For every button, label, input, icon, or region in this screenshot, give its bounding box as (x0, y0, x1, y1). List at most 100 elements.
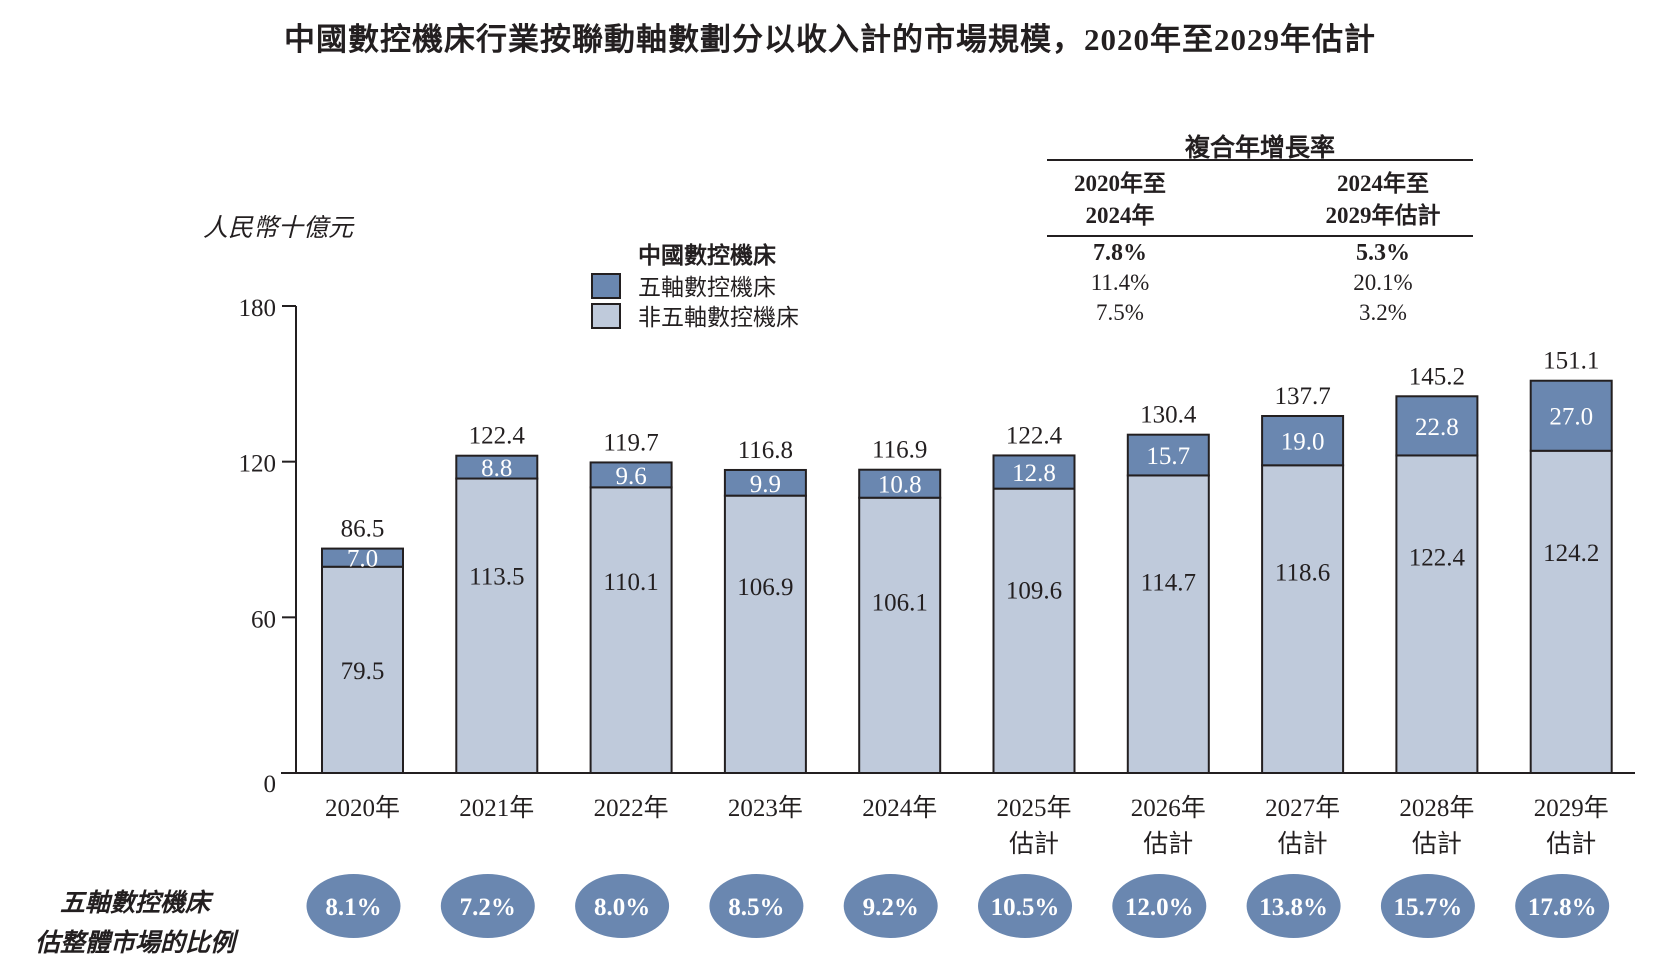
share-ellipse (575, 874, 670, 938)
bar-label-non-five-axis: 122.4 (1409, 544, 1466, 571)
bar-label-non-five-axis: 114.7 (1141, 569, 1196, 596)
bar-five-axis (1529, 379, 1613, 452)
bar-total-label: 122.4 (1006, 422, 1063, 449)
share-label: 15.7% (1394, 894, 1463, 921)
bar-non-five-axis (1126, 474, 1210, 774)
x-tick-label: 2026年 (1131, 794, 1206, 822)
share-ellipse (843, 874, 938, 938)
bar-non-five-axis (858, 496, 942, 774)
bar-label-five-axis: 12.8 (1012, 460, 1056, 487)
x-tick-label: 2027年 (1265, 794, 1340, 822)
bar-label-five-axis: 27.0 (1549, 404, 1593, 431)
x-tick-label: 2023年 (728, 794, 803, 822)
bar-five-axis (858, 468, 942, 499)
bar-label-five-axis: 7.0 (347, 546, 378, 573)
bar-label-non-five-axis: 109.6 (1006, 578, 1062, 605)
bar-label-five-axis: 10.8 (878, 472, 922, 499)
x-tick-label: 2024年 (862, 794, 937, 822)
bar-non-five-axis (723, 494, 807, 774)
share-label: 13.8% (1259, 894, 1328, 921)
bar-label-five-axis: 9.6 (615, 463, 646, 490)
share-label: 9.2% (863, 894, 919, 921)
cagr-total-2: 5.3% (1356, 240, 1410, 266)
legend-swatch-five-axis (591, 273, 621, 299)
y-tick-label: 60 (251, 606, 276, 633)
bar-five-axis (1395, 395, 1479, 457)
bar-label-non-five-axis: 106.9 (737, 574, 793, 601)
bar-non-five-axis (455, 477, 539, 774)
legend-label-five-axis: 五軸數控機床 (638, 275, 776, 300)
cagr-five-axis-1: 11.4% (1090, 270, 1150, 295)
cagr-five-axis-2: 20.1% (1353, 270, 1413, 295)
x-tick-label: 2028年 (1399, 794, 1474, 822)
x-tick-label: 估計 (1546, 830, 1596, 858)
bar-label-five-axis: 22.8 (1415, 414, 1459, 441)
bar-total-label: 86.5 (341, 516, 385, 543)
share-label: 8.1% (325, 894, 381, 921)
bar-five-axis (723, 468, 807, 497)
y-tick-label: 0 (264, 771, 277, 798)
share-ellipse (1112, 874, 1207, 938)
bar-five-axis (1261, 415, 1345, 467)
x-tick-label: 估計 (1278, 830, 1328, 858)
bar-total-label: 130.4 (1140, 402, 1197, 429)
bar-total-label: 145.2 (1409, 363, 1465, 390)
x-tick-label: 2025年 (996, 794, 1071, 822)
bar-total-label: 151.1 (1543, 348, 1599, 375)
bar-label-non-five-axis: 110.1 (603, 569, 658, 596)
share-label: 10.5% (991, 894, 1060, 921)
bar-non-five-axis (1395, 454, 1479, 774)
bar-total-label: 122.4 (469, 423, 526, 450)
bar-label-five-axis: 9.9 (750, 471, 781, 498)
share-ellipse (978, 874, 1072, 938)
x-tick-label: 2029年 (1534, 794, 1609, 822)
bar-label-five-axis: 19.0 (1281, 429, 1325, 456)
cagr-col-2-line-2: 2029年估計 (1325, 203, 1441, 228)
share-label: 17.8% (1528, 894, 1597, 921)
x-tick-label: 估計 (1009, 830, 1059, 858)
bar-label-five-axis: 8.8 (481, 455, 512, 482)
y-axis-label: 人民幣十億元 (203, 215, 354, 242)
share-row-label-line-2: 估整體市場的比例 (34, 930, 235, 957)
cagr-col-1: 2020年至 2024年 (970, 168, 1270, 232)
share-ellipse (1380, 874, 1475, 938)
share-ellipse (1515, 874, 1610, 938)
x-tick-label: 估計 (1143, 830, 1193, 858)
cagr-col-1-line-2: 2024年 (1085, 203, 1155, 228)
share-row-label-line-1: 五軸數控機床 (59, 890, 210, 917)
bar-label-non-five-axis: 113.5 (469, 563, 524, 590)
bar-five-axis (1126, 433, 1210, 477)
bar-five-axis (455, 454, 539, 480)
cagr-col-2-line-1: 2024年至 (1337, 171, 1429, 196)
y-tick-label: 120 (239, 451, 277, 478)
bar-total-label: 137.7 (1274, 383, 1330, 410)
share-ellipse (1246, 874, 1341, 938)
legend-label-non-five-axis: 非五軸數控機床 (638, 305, 799, 330)
cagr-col-1-line-1: 2020年至 (1074, 171, 1166, 196)
cagr-divider-bottom (1047, 235, 1473, 237)
share-label: 7.2% (460, 894, 516, 921)
bar-non-five-axis (992, 487, 1076, 774)
bar-label-non-five-axis: 79.5 (341, 658, 385, 685)
share-ellipse (709, 874, 804, 938)
bar-label-non-five-axis: 124.2 (1543, 540, 1599, 567)
bar-total-label: 119.7 (603, 429, 658, 456)
bar-total-label: 116.9 (872, 437, 927, 464)
bar-label-non-five-axis: 106.1 (872, 589, 928, 616)
share-ellipse (440, 874, 535, 938)
y-tick-label: 180 (239, 295, 277, 322)
bar-five-axis (992, 454, 1076, 490)
cagr-divider-top (1047, 159, 1473, 161)
legend-title: 中國數控機床 (638, 243, 776, 268)
x-tick-label: 2022年 (594, 794, 669, 822)
x-tick-label: 2020年 (325, 794, 400, 822)
cagr-total-1: 7.8% (1093, 240, 1147, 266)
share-label: 8.0% (594, 894, 650, 921)
bar-total-label: 116.8 (738, 437, 793, 464)
share-row-label: 五軸數控機床 估整體市場的比例 (10, 884, 260, 964)
bar-non-five-axis (589, 486, 673, 774)
cagr-header: 複合年增長率 (1184, 135, 1335, 162)
bar-label-five-axis: 15.7 (1146, 443, 1190, 470)
share-label: 8.5% (728, 894, 784, 921)
